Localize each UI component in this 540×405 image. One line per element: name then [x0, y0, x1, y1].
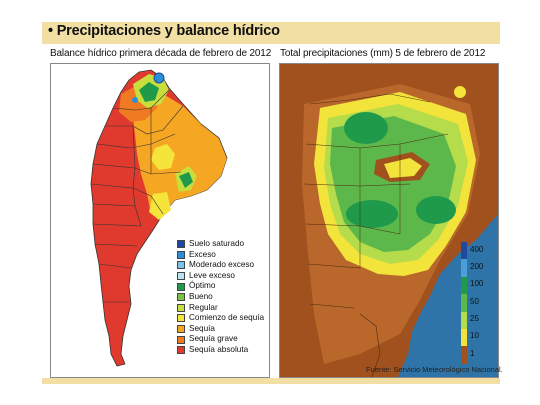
- scale-label: 100: [470, 279, 484, 288]
- precipitation-map-graphic: [280, 64, 498, 377]
- legend-swatch: [177, 346, 185, 355]
- legend-item: Exceso: [177, 250, 264, 261]
- legend-swatch: [177, 282, 185, 291]
- scale-segment: [461, 259, 467, 277]
- legend-item: Sequía grave: [177, 334, 264, 345]
- source-credit: Fuente: Servicio Meteorológico Nacional.: [366, 365, 503, 374]
- dry-intrusion-edge: [384, 158, 422, 178]
- early-drought-zone: [149, 192, 171, 220]
- scale-label: 1: [470, 349, 475, 358]
- province-borders: [90, 89, 184, 303]
- heavy-rain-center-middle: [346, 200, 398, 228]
- excess-spot-small: [132, 97, 138, 103]
- water-balance-legend: Suelo saturado Exceso Moderado exceso Le…: [177, 239, 264, 356]
- scale-segment: [461, 346, 467, 364]
- scale-label: 25: [470, 314, 479, 323]
- water-balance-map: Suelo saturado Exceso Moderado exceso Le…: [50, 63, 270, 378]
- legend-item: Suelo saturado: [177, 239, 264, 250]
- page-title: • Precipitaciones y balance hídrico: [48, 23, 280, 39]
- heavy-rain-center-north: [344, 112, 388, 144]
- legend-swatch: [177, 303, 185, 312]
- title-bar: • Precipitaciones y balance hídrico: [42, 22, 500, 44]
- legend-swatch: [177, 272, 185, 281]
- legend-label: Exceso: [189, 249, 216, 259]
- excess-spot: [153, 72, 165, 84]
- legend-label: Comienzo de sequía: [189, 313, 265, 323]
- legend-swatch: [177, 261, 185, 270]
- legend-item: Comienzo de sequía: [177, 313, 264, 324]
- scale-label: 10: [470, 331, 479, 340]
- legend-label: Moderado exceso: [189, 260, 255, 270]
- rain-spot-north-east: [454, 86, 466, 98]
- scale-segment: [461, 294, 467, 312]
- legend-label: Sequía absoluta: [189, 344, 249, 354]
- legend-swatch: [177, 325, 185, 334]
- legend-swatch: [177, 250, 185, 259]
- legend-item: Leve exceso: [177, 271, 264, 282]
- drought-zone: [131, 94, 227, 214]
- legend-label: Sequía: [189, 323, 215, 333]
- water-balance-map-graphic: [90, 69, 228, 367]
- legend-label: Leve exceso: [189, 270, 235, 280]
- scale-segment: [461, 276, 467, 295]
- legend-label: Óptimo: [189, 281, 216, 291]
- legend-label: Regular: [189, 302, 218, 312]
- scale-segment: [461, 311, 467, 329]
- legend-label: Bueno: [189, 291, 213, 301]
- heavy-rain-center-east: [416, 196, 456, 224]
- optimal-zone-north: [139, 82, 159, 102]
- legend-item: Bueno: [177, 292, 264, 303]
- bottom-bar: [42, 378, 500, 384]
- scale-label: 400: [470, 245, 484, 254]
- legend-swatch: [177, 314, 185, 323]
- legend-item: Moderado exceso: [177, 260, 264, 271]
- scale-label: 200: [470, 262, 484, 271]
- legend-swatch: [177, 240, 185, 249]
- legend-swatch: [177, 293, 185, 302]
- scale-segment: [461, 242, 467, 260]
- scale-label: 50: [470, 297, 479, 306]
- legend-label: Suelo saturado: [189, 239, 245, 248]
- yellow-zone-center: [151, 144, 175, 170]
- right-map-subtitle: Total precipitaciones (mm) 5 de febrero …: [280, 48, 486, 59]
- legend-item: Regular: [177, 303, 264, 314]
- scale-bar: [461, 242, 467, 364]
- precipitation-map: 400 200 100 50 25 10 1: [279, 63, 499, 378]
- legend-item: Sequía: [177, 324, 264, 335]
- legend-label: Sequía grave: [189, 334, 238, 344]
- legend-item: Sequía absoluta: [177, 345, 264, 356]
- scale-segment: [461, 328, 467, 347]
- left-map-subtitle: Balance hídrico primera década de febrer…: [50, 48, 272, 59]
- optimal-zone-east: [179, 172, 193, 188]
- legend-swatch: [177, 335, 185, 344]
- province-borders: [303, 93, 449, 309]
- legend-item: Óptimo: [177, 281, 264, 292]
